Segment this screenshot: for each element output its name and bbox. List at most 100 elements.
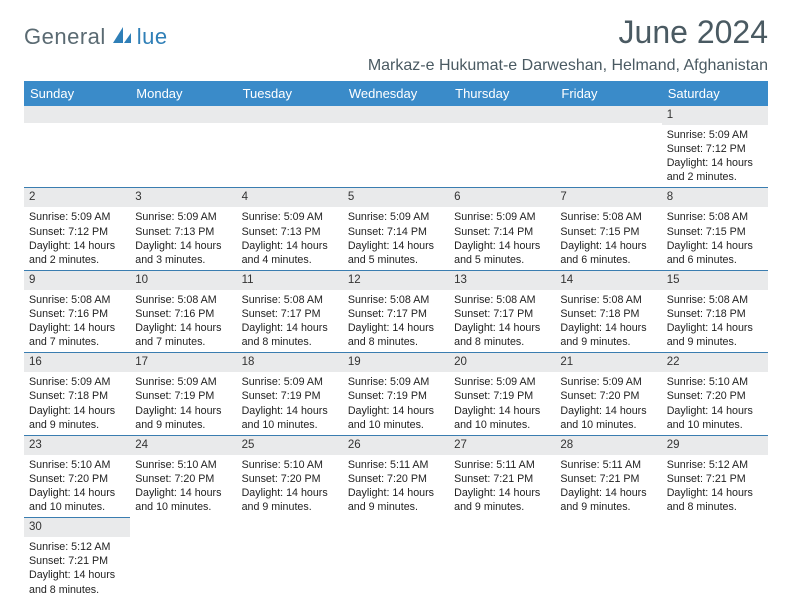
day-details: Sunrise: 5:12 AMSunset: 7:21 PMDaylight:… (24, 537, 130, 600)
day-details: Sunrise: 5:10 AMSunset: 7:20 PMDaylight:… (130, 455, 236, 518)
sunrise-line: Sunrise: 5:08 AM (667, 210, 763, 224)
day-number-bar (449, 106, 555, 123)
day-details: Sunrise: 5:08 AMSunset: 7:18 PMDaylight:… (555, 290, 661, 353)
sunrise-line: Sunrise: 5:09 AM (29, 375, 125, 389)
daylight-line: Daylight: 14 hours (667, 239, 763, 253)
calendar-day-cell: 26Sunrise: 5:11 AMSunset: 7:20 PMDayligh… (343, 435, 449, 517)
calendar-week-row: 2Sunrise: 5:09 AMSunset: 7:12 PMDaylight… (24, 188, 768, 270)
day-number-bar (237, 106, 343, 123)
day-details: Sunrise: 5:08 AMSunset: 7:15 PMDaylight:… (662, 207, 768, 270)
day-details: Sunrise: 5:09 AMSunset: 7:13 PMDaylight:… (237, 207, 343, 270)
sunset-line: Sunset: 7:20 PM (135, 472, 231, 486)
day-details: Sunrise: 5:11 AMSunset: 7:20 PMDaylight:… (343, 455, 449, 518)
sunset-line: Sunset: 7:17 PM (242, 307, 338, 321)
calendar-day-cell: 8Sunrise: 5:08 AMSunset: 7:15 PMDaylight… (662, 188, 768, 270)
daylight-line: Daylight: 14 hours (454, 239, 550, 253)
sunrise-line: Sunrise: 5:08 AM (560, 210, 656, 224)
calendar-page: General lue June 2024 Markaz-e Hukumat-e… (0, 0, 792, 612)
calendar-day-cell (449, 518, 555, 600)
daylight-line: Daylight: 14 hours (135, 321, 231, 335)
calendar-day-cell: 3Sunrise: 5:09 AMSunset: 7:13 PMDaylight… (130, 188, 236, 270)
month-title: June 2024 (368, 14, 768, 51)
sunset-line: Sunset: 7:12 PM (667, 142, 763, 156)
calendar-day-cell: 21Sunrise: 5:09 AMSunset: 7:20 PMDayligh… (555, 353, 661, 435)
daylight-line: and 10 minutes. (242, 418, 338, 432)
sunrise-line: Sunrise: 5:10 AM (29, 458, 125, 472)
calendar-day-cell: 27Sunrise: 5:11 AMSunset: 7:21 PMDayligh… (449, 435, 555, 517)
sunset-line: Sunset: 7:19 PM (242, 389, 338, 403)
daylight-line: Daylight: 14 hours (348, 404, 444, 418)
sunrise-line: Sunrise: 5:11 AM (348, 458, 444, 472)
day-details: Sunrise: 5:11 AMSunset: 7:21 PMDaylight:… (555, 455, 661, 518)
daylight-line: Daylight: 14 hours (667, 321, 763, 335)
sunset-line: Sunset: 7:20 PM (667, 389, 763, 403)
day-details: Sunrise: 5:09 AMSunset: 7:12 PMDaylight:… (662, 125, 768, 188)
sunrise-line: Sunrise: 5:10 AM (135, 458, 231, 472)
day-details: Sunrise: 5:09 AMSunset: 7:12 PMDaylight:… (24, 207, 130, 270)
sunrise-line: Sunrise: 5:11 AM (454, 458, 550, 472)
daylight-line: Daylight: 14 hours (135, 404, 231, 418)
day-details: Sunrise: 5:11 AMSunset: 7:21 PMDaylight:… (449, 455, 555, 518)
day-details: Sunrise: 5:09 AMSunset: 7:19 PMDaylight:… (130, 372, 236, 435)
sunrise-line: Sunrise: 5:09 AM (667, 128, 763, 142)
weekday-header: Wednesday (343, 81, 449, 106)
calendar-day-cell: 28Sunrise: 5:11 AMSunset: 7:21 PMDayligh… (555, 435, 661, 517)
weekday-header-row: Sunday Monday Tuesday Wednesday Thursday… (24, 81, 768, 106)
calendar-day-cell: 1Sunrise: 5:09 AMSunset: 7:12 PMDaylight… (662, 106, 768, 188)
daylight-line: and 3 minutes. (135, 253, 231, 267)
day-number: 15 (662, 271, 768, 290)
daylight-line: Daylight: 14 hours (454, 486, 550, 500)
calendar-week-row: 16Sunrise: 5:09 AMSunset: 7:18 PMDayligh… (24, 353, 768, 435)
daylight-line: and 9 minutes. (135, 418, 231, 432)
calendar-day-cell: 7Sunrise: 5:08 AMSunset: 7:15 PMDaylight… (555, 188, 661, 270)
day-number: 16 (24, 353, 130, 372)
calendar-day-cell: 20Sunrise: 5:09 AMSunset: 7:19 PMDayligh… (449, 353, 555, 435)
calendar-day-cell: 12Sunrise: 5:08 AMSunset: 7:17 PMDayligh… (343, 270, 449, 352)
weekday-header: Sunday (24, 81, 130, 106)
day-details: Sunrise: 5:09 AMSunset: 7:20 PMDaylight:… (555, 372, 661, 435)
sunset-line: Sunset: 7:16 PM (135, 307, 231, 321)
day-number: 13 (449, 271, 555, 290)
day-number: 8 (662, 188, 768, 207)
calendar-day-cell (555, 518, 661, 600)
day-number: 20 (449, 353, 555, 372)
calendar-body: 1Sunrise: 5:09 AMSunset: 7:12 PMDaylight… (24, 106, 768, 600)
day-details: Sunrise: 5:08 AMSunset: 7:15 PMDaylight:… (555, 207, 661, 270)
day-number: 10 (130, 271, 236, 290)
day-details: Sunrise: 5:09 AMSunset: 7:19 PMDaylight:… (237, 372, 343, 435)
sunset-line: Sunset: 7:14 PM (454, 225, 550, 239)
logo-text-blue: lue (137, 24, 168, 50)
daylight-line: and 4 minutes. (242, 253, 338, 267)
day-number: 24 (130, 436, 236, 455)
day-details: Sunrise: 5:10 AMSunset: 7:20 PMDaylight:… (24, 455, 130, 518)
day-number: 29 (662, 436, 768, 455)
day-number: 18 (237, 353, 343, 372)
calendar-day-cell (237, 106, 343, 188)
daylight-line: and 7 minutes. (135, 335, 231, 349)
calendar-day-cell: 19Sunrise: 5:09 AMSunset: 7:19 PMDayligh… (343, 353, 449, 435)
day-number: 21 (555, 353, 661, 372)
calendar-day-cell (555, 106, 661, 188)
day-number: 19 (343, 353, 449, 372)
day-number: 6 (449, 188, 555, 207)
daylight-line: and 9 minutes. (242, 500, 338, 514)
day-number: 23 (24, 436, 130, 455)
weekday-header: Friday (555, 81, 661, 106)
day-details: Sunrise: 5:08 AMSunset: 7:18 PMDaylight:… (662, 290, 768, 353)
daylight-line: Daylight: 14 hours (29, 239, 125, 253)
sunset-line: Sunset: 7:20 PM (29, 472, 125, 486)
day-number: 30 (24, 518, 130, 537)
sunset-line: Sunset: 7:17 PM (454, 307, 550, 321)
day-details: Sunrise: 5:09 AMSunset: 7:14 PMDaylight:… (449, 207, 555, 270)
calendar-table: Sunday Monday Tuesday Wednesday Thursday… (24, 81, 768, 600)
daylight-line: and 8 minutes. (667, 500, 763, 514)
calendar-day-cell: 25Sunrise: 5:10 AMSunset: 7:20 PMDayligh… (237, 435, 343, 517)
sunset-line: Sunset: 7:21 PM (454, 472, 550, 486)
calendar-day-cell: 14Sunrise: 5:08 AMSunset: 7:18 PMDayligh… (555, 270, 661, 352)
day-number: 14 (555, 271, 661, 290)
day-number: 3 (130, 188, 236, 207)
sunset-line: Sunset: 7:15 PM (560, 225, 656, 239)
sunrise-line: Sunrise: 5:08 AM (135, 293, 231, 307)
calendar-day-cell: 5Sunrise: 5:09 AMSunset: 7:14 PMDaylight… (343, 188, 449, 270)
sunrise-line: Sunrise: 5:09 AM (454, 375, 550, 389)
